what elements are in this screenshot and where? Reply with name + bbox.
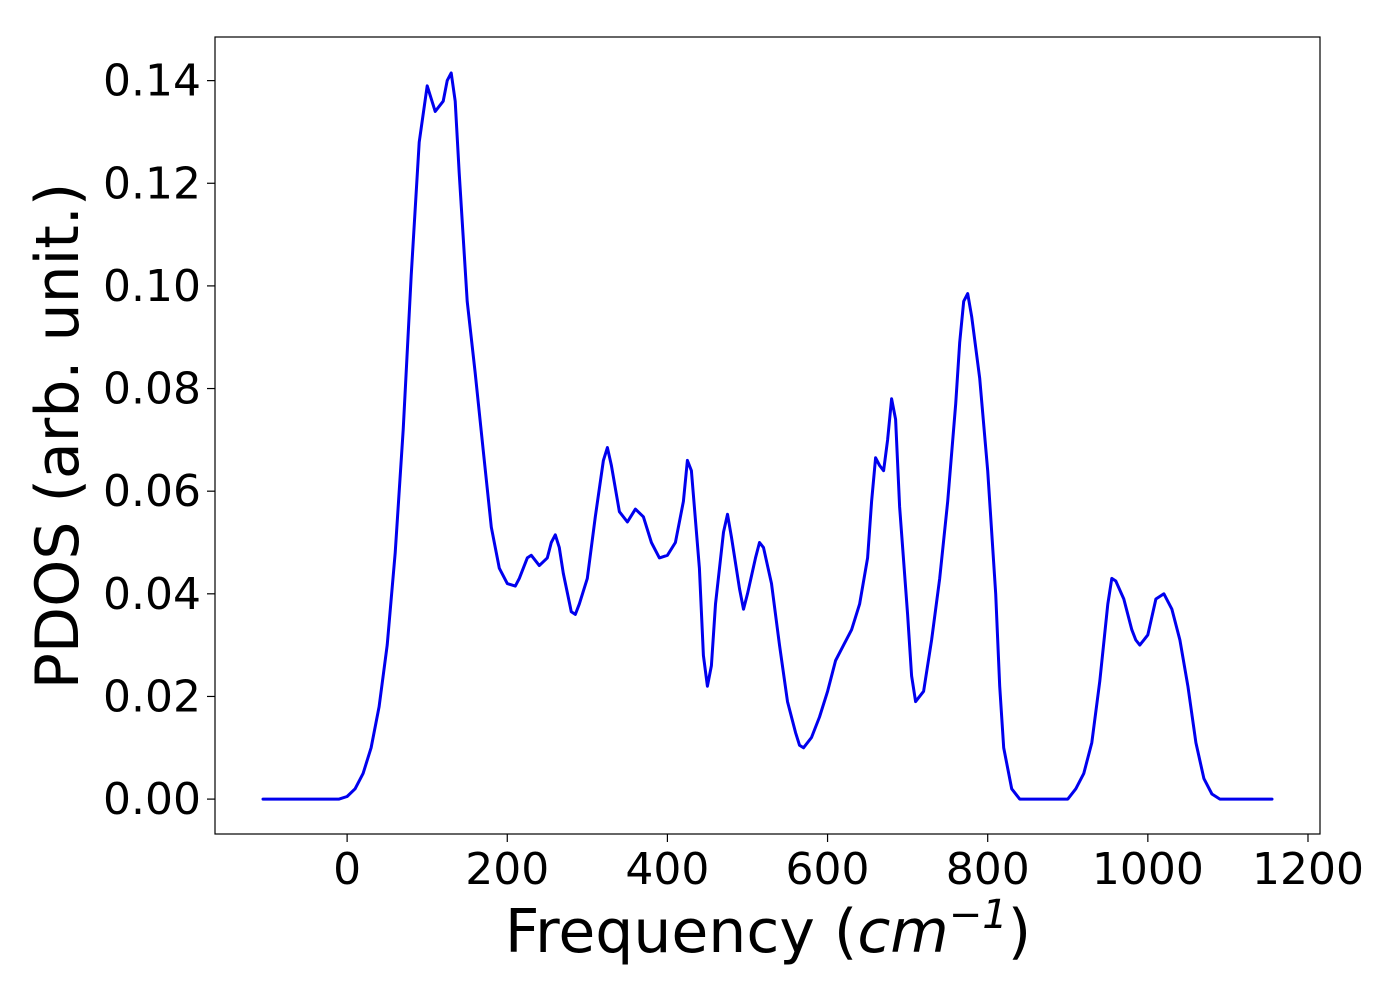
y-tick-label: 0.04 (103, 569, 201, 620)
x-axis-label-suffix: ) (1008, 897, 1031, 967)
x-axis-label-exponent: −1 (949, 892, 1008, 938)
x-tick-label: 0 (333, 844, 361, 895)
x-axis-ticks: 0 200 400 600 800 1000 1200 (333, 834, 1364, 895)
y-tick-label: 0.14 (103, 56, 201, 107)
x-tick-label: 200 (465, 844, 549, 895)
y-tick-label: 0.06 (103, 466, 201, 517)
x-axis-label-prefix: Frequency ( (505, 897, 857, 967)
x-axis-label-unit: cm (857, 897, 948, 967)
y-tick-label: 0.00 (103, 774, 201, 825)
y-tick-label: 0.12 (103, 158, 201, 209)
x-axis-label: Frequency (cm−1) (505, 892, 1031, 967)
x-tick-label: 1000 (1092, 844, 1204, 895)
plot-area (214, 36, 1321, 835)
y-tick-label: 0.02 (103, 671, 201, 722)
x-tick-label: 600 (786, 844, 870, 895)
y-axis-label: PDOS (arb. unit.) (23, 183, 93, 690)
y-tick-label: 0.10 (103, 261, 201, 312)
x-tick-label: 800 (946, 844, 1030, 895)
y-tick-label: 0.08 (103, 364, 201, 415)
y-axis-ticks: 0.00 0.02 0.04 0.06 0.08 0.10 0.12 0.14 (103, 56, 215, 825)
series-line (261, 71, 1274, 801)
x-tick-label: 400 (625, 844, 709, 895)
x-tick-label: 1200 (1252, 844, 1364, 895)
